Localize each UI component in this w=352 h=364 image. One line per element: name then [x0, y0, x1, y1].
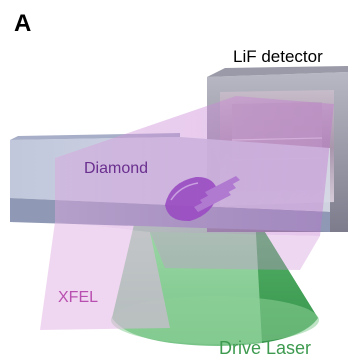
xfel-label: XFEL — [58, 289, 99, 306]
drive-laser-label: Drive Laser — [219, 338, 312, 358]
xfel-beam — [40, 96, 334, 330]
diamond-label: Diamond — [84, 160, 149, 177]
detector-label: LiF detector — [233, 47, 323, 66]
panel-letter: A — [14, 10, 32, 37]
diamond-sample — [165, 176, 240, 222]
